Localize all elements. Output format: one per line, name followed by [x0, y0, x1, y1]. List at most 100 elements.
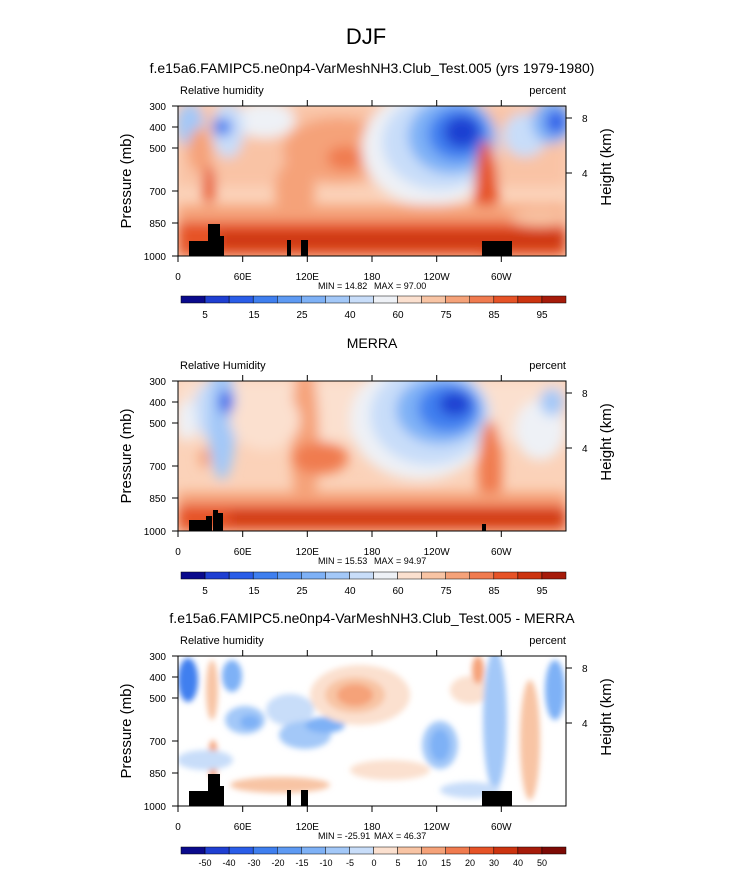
- colorbar-label: 20: [465, 858, 475, 868]
- x-tick-label: 60E: [234, 272, 252, 283]
- colorbar-swatch: [180, 295, 206, 304]
- y-tick-label: 700: [149, 737, 166, 748]
- colorbar-swatch: [397, 295, 422, 304]
- y-tick-label: 300: [149, 102, 166, 113]
- colorbar-swatch: [373, 295, 398, 304]
- colorbar-swatch: [277, 846, 302, 855]
- contour-field: [178, 106, 566, 256]
- colorbar-swatch: [204, 846, 230, 855]
- panel-model: f.e15a6.FAMIPC5.ne0np4-VarMeshNH3.Club_T…: [118, 60, 615, 321]
- right-tick-label: 8: [582, 114, 588, 125]
- y-axis-right: 8 4 Height (km): [566, 664, 615, 756]
- colorbar-swatch: [301, 571, 326, 580]
- colorbar-swatch: [469, 295, 495, 304]
- colorbar-swatch: [277, 571, 302, 580]
- colorbar-swatch: [180, 846, 206, 855]
- max-label: MAX = 97.00: [374, 281, 426, 291]
- colorbar-swatch: [493, 846, 519, 855]
- min-label: MIN = -25.91: [318, 831, 370, 841]
- y-tick-label: 850: [149, 219, 166, 230]
- colorbar-swatch: [325, 295, 350, 304]
- colorbar-label: 25: [296, 310, 308, 321]
- colorbar-label: 60: [392, 586, 404, 597]
- colorbar-label: -40: [222, 858, 235, 868]
- x-tick-label: 120E: [296, 822, 320, 833]
- x-tick-label: 120W: [424, 822, 451, 833]
- colorbar-label: 95: [536, 586, 548, 597]
- colorbar-swatch: [228, 295, 254, 304]
- colorbar-swatch: [517, 846, 543, 855]
- colorbar-label: 5: [395, 858, 400, 868]
- colorbar-label: 85: [488, 586, 500, 597]
- y-tick-label: 500: [149, 694, 166, 705]
- colorbar-label: 10: [417, 858, 427, 868]
- colorbar-swatch: [493, 295, 519, 304]
- max-label: MAX = 46.37: [374, 831, 426, 841]
- colorbar-swatch: [373, 846, 398, 855]
- colorbar-swatch: [397, 846, 422, 855]
- colorbar-label: -20: [271, 858, 284, 868]
- colorbar-swatch: [301, 295, 326, 304]
- colorbar-label: 50: [537, 858, 547, 868]
- right-axis-title: Height (km): [598, 128, 615, 206]
- colorbar-label: 85: [488, 310, 500, 321]
- y-axis-right: 8 4 Height (km): [566, 389, 615, 481]
- y-tick-label: 300: [149, 377, 166, 388]
- colorbar-swatch: [373, 571, 398, 580]
- colorbar: -50 -40 -30 -20 -15 -10 -5 0 5 10 15 20 …: [180, 846, 567, 868]
- x-axis: 0 60E 120E 180 120W 60W: [175, 375, 512, 558]
- colorbar-swatch: [349, 295, 374, 304]
- x-tick-label: 60E: [234, 547, 252, 558]
- y-tick-label: 400: [149, 398, 166, 409]
- colorbar-swatch: [421, 295, 446, 304]
- colorbar-swatch: [469, 571, 495, 580]
- y-tick-label: 850: [149, 769, 166, 780]
- right-tick-label: 8: [582, 389, 588, 400]
- contour-field: [178, 656, 566, 806]
- topography-mask: [189, 774, 512, 806]
- colorbar-swatch: [445, 295, 471, 304]
- y-axis-title: Pressure (mb): [118, 408, 135, 503]
- colorbar-swatch: [325, 571, 350, 580]
- colorbar-swatch: [228, 571, 254, 580]
- x-tick-label: 120E: [296, 547, 320, 558]
- colorbar-swatch: [252, 295, 278, 304]
- x-tick-label: 120W: [424, 272, 451, 283]
- y-tick-label: 400: [149, 123, 166, 134]
- y-axis-title: Pressure (mb): [118, 133, 135, 228]
- colorbar-label: 25: [296, 586, 308, 597]
- colorbar-swatch: [301, 846, 326, 855]
- colorbar-label: 95: [536, 310, 548, 321]
- max-label: MAX = 94.97: [374, 556, 426, 566]
- colorbar-swatch: [277, 295, 302, 304]
- colorbar-swatch: [469, 846, 495, 855]
- y-tick-label: 500: [149, 144, 166, 155]
- contour-field: [178, 381, 566, 531]
- colorbar-swatch: [252, 571, 278, 580]
- colorbar-label: -5: [346, 858, 354, 868]
- colorbar: 5 15 25 40 60 75 85 95: [180, 295, 567, 321]
- y-tick-label: 850: [149, 494, 166, 505]
- y-axis-left: 300 400 500 700 850 1000 Pressure (mb): [118, 102, 178, 263]
- x-tick-label: 180: [364, 547, 381, 558]
- colorbar-swatch: [517, 295, 543, 304]
- x-tick-label: 60W: [491, 272, 512, 283]
- colorbar-label: 15: [441, 858, 451, 868]
- colorbar-label: 75: [440, 310, 452, 321]
- min-label: MIN = 14.82: [318, 281, 367, 291]
- x-tick-label: 120E: [296, 272, 320, 283]
- variable-label: Relative humidity: [180, 85, 264, 97]
- variable-label: Relative Humidity: [180, 360, 266, 372]
- y-axis-left: 300 400 500 700 850 1000 Pressure (mb): [118, 652, 178, 813]
- colorbar-swatch: [421, 846, 446, 855]
- colorbar: 5 15 25 40 60 75 85 95: [180, 571, 567, 597]
- panel-merra: MERRA Relative Humidity percent: [118, 335, 615, 597]
- colorbar-swatch: [397, 571, 422, 580]
- topography-mask: [189, 510, 486, 531]
- colorbar-swatch: [349, 571, 374, 580]
- colorbar-label: 40: [344, 310, 356, 321]
- right-tick-label: 4: [582, 719, 588, 730]
- colorbar-swatch: [517, 571, 543, 580]
- y-tick-label: 1000: [144, 252, 167, 263]
